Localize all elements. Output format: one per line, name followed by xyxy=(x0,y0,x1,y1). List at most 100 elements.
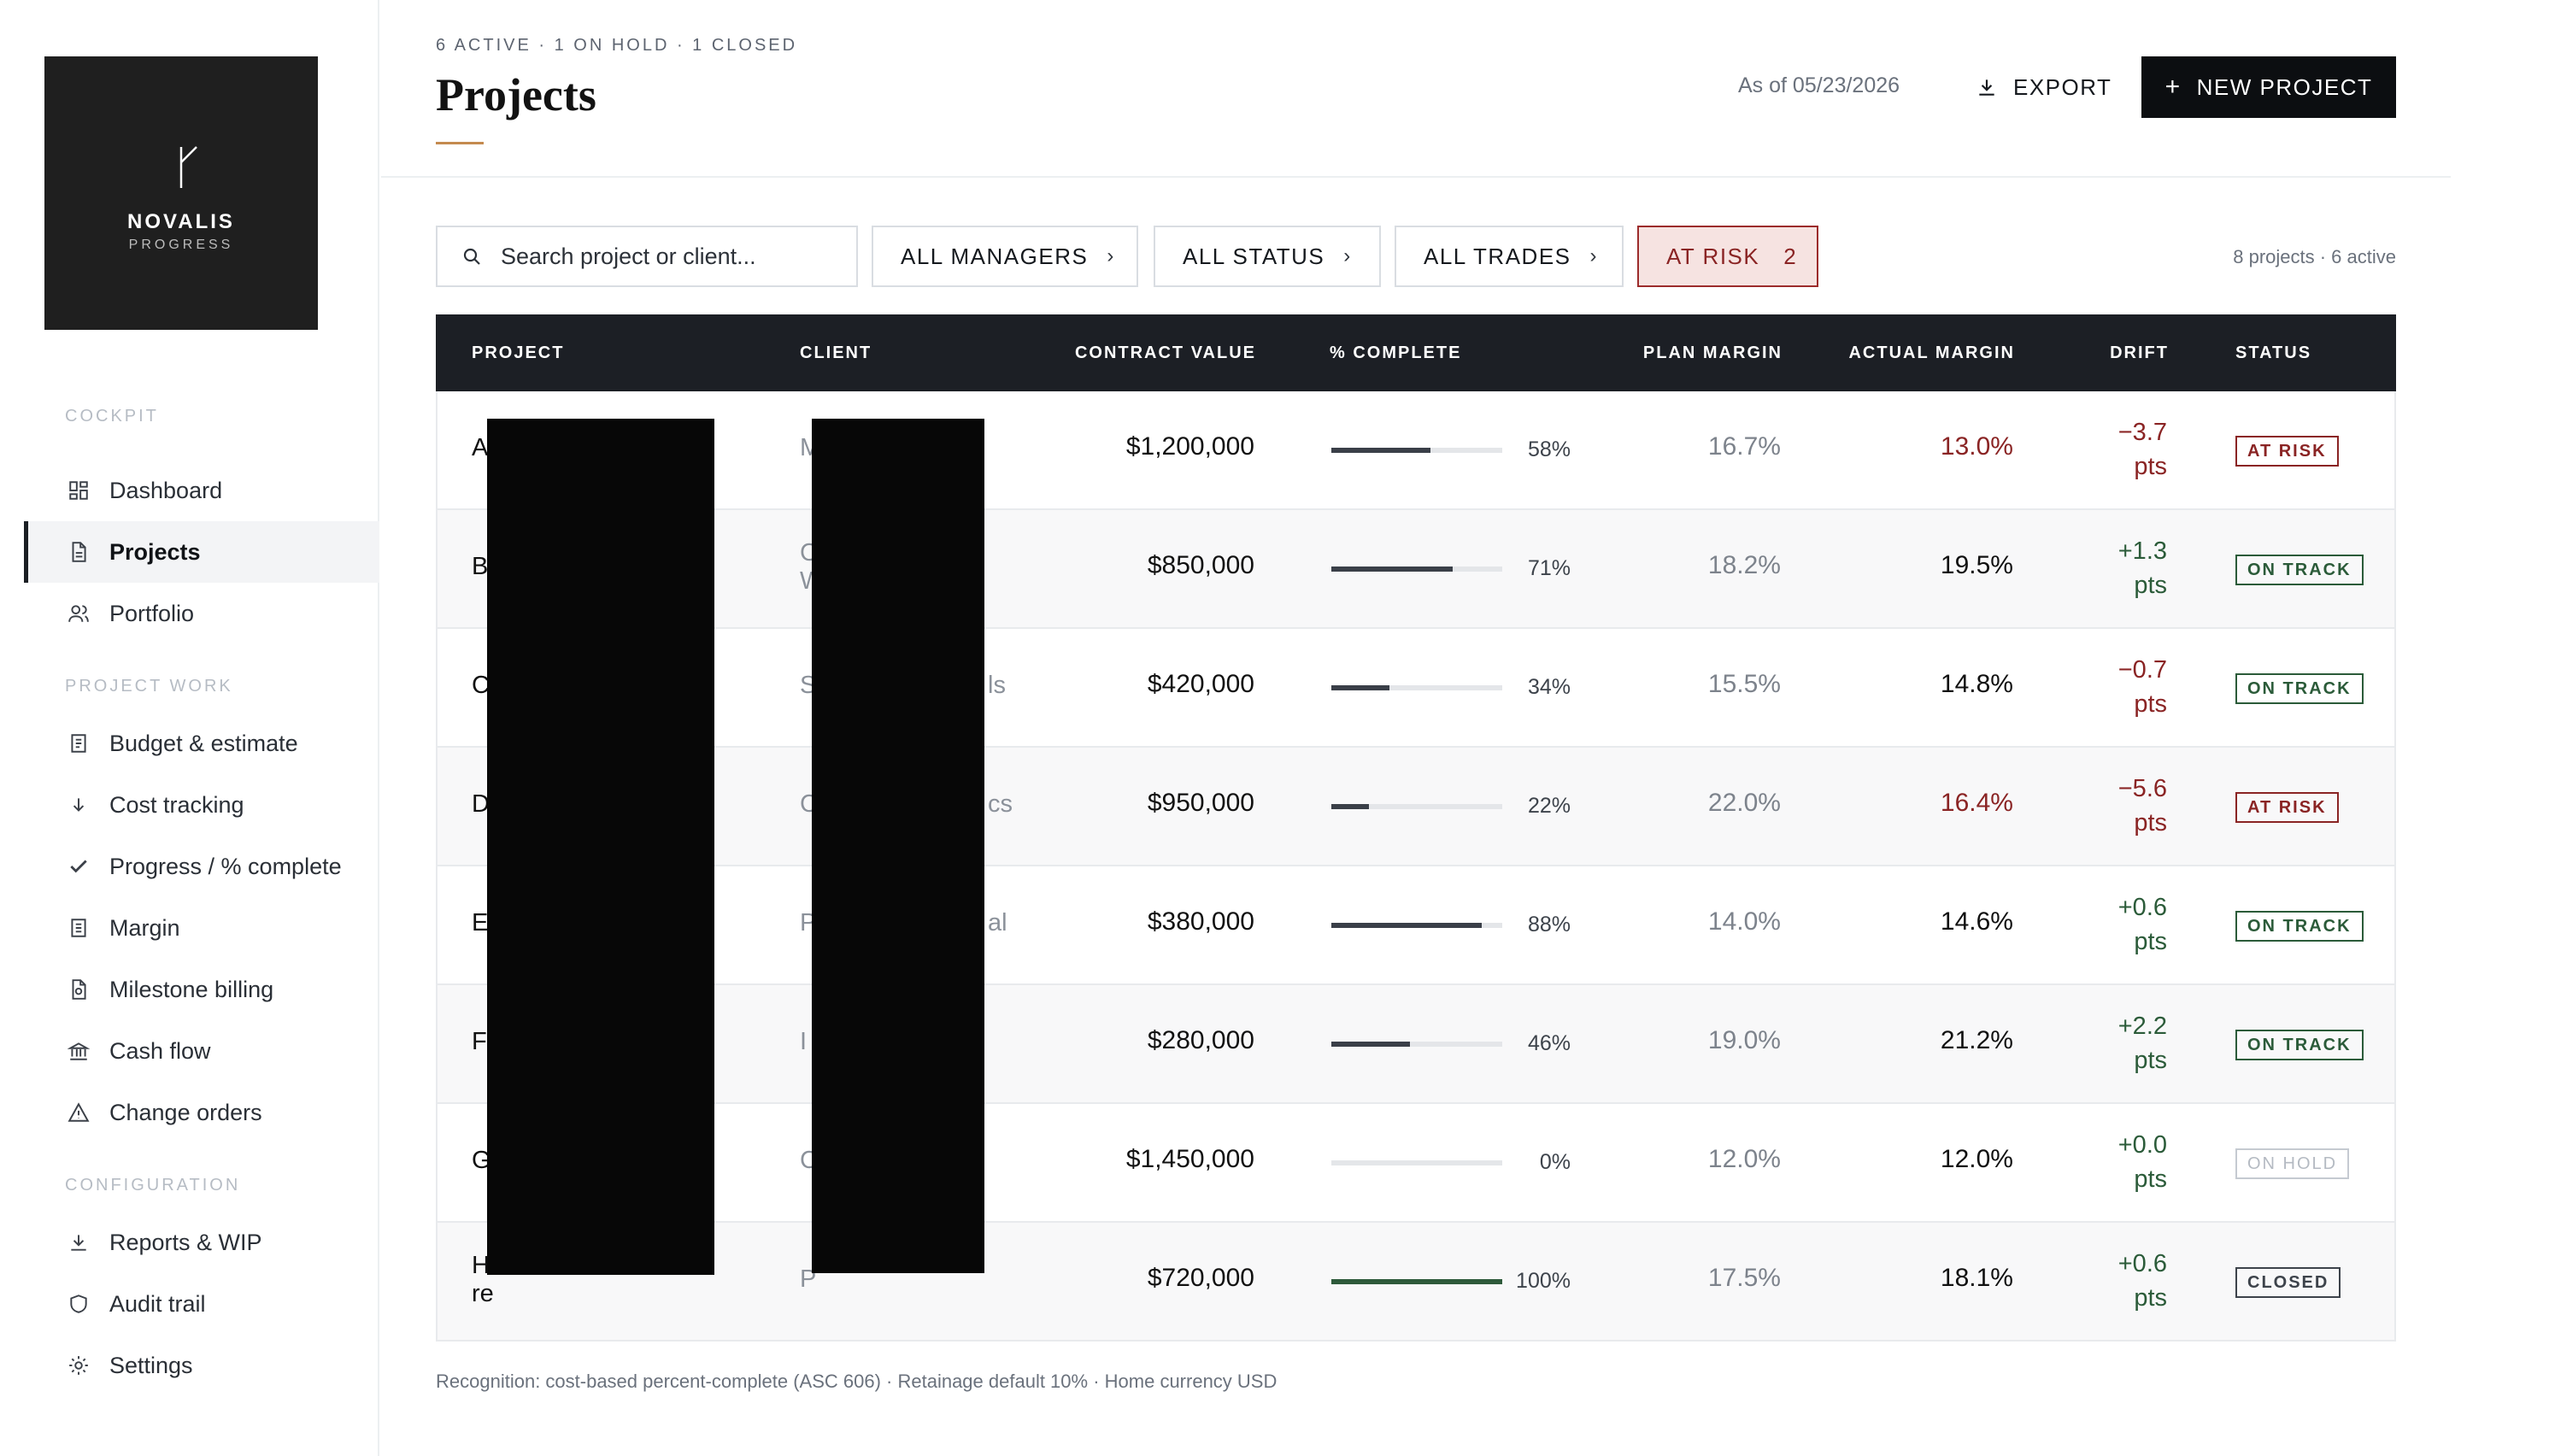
drift-unit: pts xyxy=(2134,690,2167,718)
drift-value: +0.6 xyxy=(2117,1250,2167,1277)
warning-icon xyxy=(67,1101,91,1124)
column-header-percent-complete[interactable]: % COMPLETE xyxy=(1330,343,1462,362)
progress-bar-fill xyxy=(1331,448,1430,453)
projects-table: PROJECT CLIENT CONTRACT VALUE % COMPLETE… xyxy=(436,314,2396,1342)
sidebar-item-reports[interactable]: Reports & WIP xyxy=(24,1212,379,1273)
project-name-line2: re xyxy=(472,1280,494,1307)
column-header-actual-margin[interactable]: ACTUAL MARGIN xyxy=(1848,343,2015,362)
sidebar-item-portfolio[interactable]: Portfolio xyxy=(24,583,379,644)
drift-value: −3.7 xyxy=(2117,419,2167,446)
export-button[interactable]: EXPORT xyxy=(1976,65,2112,109)
filter-status[interactable]: ALL STATUS › xyxy=(1154,226,1381,287)
sidebar-item-label: Settings xyxy=(109,1352,193,1378)
shield-icon xyxy=(67,1292,91,1316)
list-icon xyxy=(67,916,91,940)
redaction-block-project xyxy=(487,419,714,1275)
table-row[interactable]: A M $1,200,000 58% 16.7% 13.0% −3.7 pts … xyxy=(436,391,2396,510)
actual-margin: 21.2% xyxy=(1940,1026,2013,1054)
actual-margin: 18.1% xyxy=(1940,1264,2013,1292)
nav-section-cockpit: COCKPIT xyxy=(65,407,159,426)
drift-unit: pts xyxy=(2134,809,2167,837)
column-header-plan-margin[interactable]: PLAN MARGIN xyxy=(1642,343,1783,362)
filter-at-risk[interactable]: AT RISK 2 xyxy=(1637,226,1818,287)
project-name[interactable]: G xyxy=(472,1147,491,1175)
column-header-status[interactable]: STATUS xyxy=(2235,343,2312,362)
sidebar-item-settings[interactable]: Settings xyxy=(24,1335,379,1396)
drift-value: +2.2 xyxy=(2117,1013,2167,1040)
margin-drift: −0.7 pts xyxy=(2118,653,2167,721)
project-name-line1: B xyxy=(472,553,489,580)
sidebar-item-budget[interactable]: Budget & estimate xyxy=(24,713,379,774)
progress-bar-fill xyxy=(1331,1042,1410,1047)
progress-bar-fill xyxy=(1331,804,1369,809)
search-box[interactable] xyxy=(436,226,858,287)
project-name[interactable]: H re xyxy=(472,1252,494,1308)
sidebar-item-milestone-billing[interactable]: Milestone billing xyxy=(24,959,379,1020)
sidebar-item-cash-flow[interactable]: Cash flow xyxy=(24,1020,379,1082)
project-name[interactable]: E xyxy=(472,909,488,937)
sidebar-item-progress[interactable]: Progress / % complete xyxy=(24,836,379,897)
drift-unit: pts xyxy=(2134,1047,2167,1074)
download-icon xyxy=(67,1230,91,1254)
margin-drift: −3.7 pts xyxy=(2118,415,2167,484)
table-row[interactable]: C S ls $420,000 34% 15.5% 14.8% −0.7 pts… xyxy=(436,629,2396,748)
project-name[interactable]: F xyxy=(472,1028,487,1056)
brand-logo[interactable]: NOVALIS PROGRESS xyxy=(44,56,318,330)
table-row[interactable]: G C $1,450,000 0% 12.0% 12.0% +0.0 pts O… xyxy=(436,1104,2396,1223)
search-input[interactable] xyxy=(501,243,843,270)
column-header-drift[interactable]: DRIFT xyxy=(2110,343,2169,362)
table-row[interactable]: E P al $380,000 88% 14.0% 14.6% +0.6 pts… xyxy=(436,866,2396,985)
project-name[interactable]: C xyxy=(472,672,490,700)
status-badge: ON TRACK xyxy=(2235,1030,2364,1060)
sidebar-item-cost-tracking[interactable]: Cost tracking xyxy=(24,774,379,836)
project-count-summary: 8 projects · 6 active xyxy=(2233,246,2396,267)
margin-drift: −5.6 pts xyxy=(2118,772,2167,840)
plan-margin: 16.7% xyxy=(1707,432,1781,461)
sidebar-item-audit-trail[interactable]: Audit trail xyxy=(24,1273,379,1335)
margin-drift: +0.0 pts xyxy=(2118,1128,2167,1196)
risk-count-badge: 2 xyxy=(1783,243,1798,269)
invoice-icon xyxy=(67,978,91,1001)
filter-trades[interactable]: ALL TRADES › xyxy=(1395,226,1624,287)
header-divider xyxy=(381,176,2451,178)
table-row[interactable]: D l C cs $950,000 22% 22.0% 16.4% −5.6 p… xyxy=(436,748,2396,866)
sidebar-item-dashboard[interactable]: Dashboard xyxy=(24,460,379,521)
column-header-contract-value[interactable]: CONTRACT VALUE xyxy=(1074,343,1256,362)
table-row[interactable]: H re P $720,000 100% 17.5% 18.1% +0.6 pt… xyxy=(436,1223,2396,1342)
progress-bar-fill xyxy=(1331,1279,1502,1284)
client-name: I xyxy=(800,1028,807,1056)
users-icon xyxy=(67,602,91,625)
column-header-project[interactable]: PROJECT xyxy=(472,343,565,362)
drift-value: +1.3 xyxy=(2117,537,2167,565)
project-name-line1: E xyxy=(472,909,489,936)
sidebar-item-label: Projects xyxy=(109,538,201,565)
actual-margin: 14.8% xyxy=(1940,670,2013,698)
sidebar-item-margin[interactable]: Margin xyxy=(24,897,379,959)
sidebar-item-projects[interactable]: Projects xyxy=(24,521,379,583)
percent-complete: 34% xyxy=(1527,675,1571,699)
chevron-right-icon: › xyxy=(1589,244,1599,267)
contract-value: $950,000 xyxy=(1147,789,1254,817)
column-header-client[interactable]: CLIENT xyxy=(800,343,872,362)
project-name[interactable]: D xyxy=(472,790,490,819)
filter-managers[interactable]: ALL MANAGERS › xyxy=(872,226,1138,287)
brand-tagline: PROGRESS xyxy=(128,238,234,252)
gear-icon xyxy=(67,1353,91,1377)
client-name-tail: cs xyxy=(988,790,1013,818)
percent-complete: 100% xyxy=(1516,1269,1571,1293)
contract-value: $1,200,000 xyxy=(1125,432,1254,461)
table-row[interactable]: F I $280,000 46% 19.0% 21.2% +2.2 pts ON… xyxy=(436,985,2396,1104)
percent-complete: 88% xyxy=(1527,913,1571,936)
table-header: PROJECT CLIENT CONTRACT VALUE % COMPLETE… xyxy=(436,314,2396,391)
project-name[interactable]: A xyxy=(472,434,488,462)
project-name-line1: F xyxy=(472,1028,487,1055)
table-row[interactable]: B d C W $850,000 71% 18.2% 19.5% +1.3 pt… xyxy=(436,510,2396,629)
sidebar-item-change-orders[interactable]: Change orders xyxy=(24,1082,379,1143)
logo-mark-icon xyxy=(179,146,197,188)
project-name[interactable]: B xyxy=(472,553,488,581)
filter-label: ALL MANAGERS xyxy=(901,243,1089,269)
actual-margin: 14.6% xyxy=(1940,907,2013,936)
drift-unit: pts xyxy=(2134,1284,2167,1312)
contract-value: $850,000 xyxy=(1147,551,1254,579)
new-project-button[interactable]: + NEW PROJECT xyxy=(2141,56,2396,118)
